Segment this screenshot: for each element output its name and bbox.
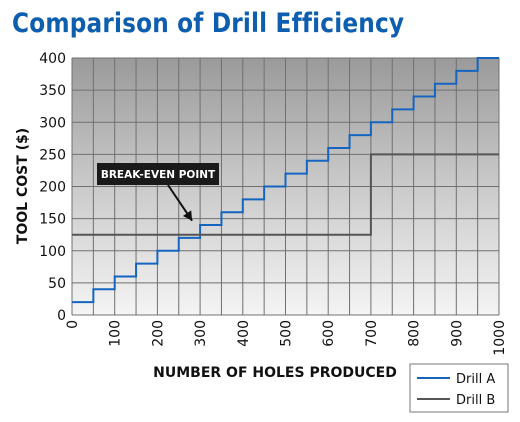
annotation-group: BREAK-EVEN POINT xyxy=(97,163,219,222)
x-axis-label: NUMBER OF HOLES PRODUCED xyxy=(153,365,397,381)
x-tick-label: 800 xyxy=(407,320,423,347)
y-tick-label: 350 xyxy=(39,83,66,99)
y-tick-label: 250 xyxy=(39,147,66,163)
chart-title: Comparison of Drill Efficiency xyxy=(12,8,405,39)
series-line-drill-a xyxy=(72,57,499,304)
annotation-label: BREAK-EVEN POINT xyxy=(101,169,216,181)
legend-label: Drill A xyxy=(456,372,495,387)
y-axis-label: TOOL COST ($) xyxy=(15,128,31,244)
series-line-drill-b xyxy=(72,153,499,236)
x-tick-label: 0 xyxy=(65,320,81,329)
y-tick-label: 300 xyxy=(39,115,66,131)
x-tick-label: 200 xyxy=(150,320,166,347)
y-tick-label: 200 xyxy=(39,180,66,196)
x-tick-label: 600 xyxy=(321,320,337,347)
x-tick-label: 100 xyxy=(108,320,124,347)
x-tick-label: 300 xyxy=(193,320,209,347)
annotation-arrowhead xyxy=(182,210,193,221)
grid xyxy=(71,57,500,316)
y-tick-label: 0 xyxy=(57,308,66,324)
axis-labels: NUMBER OF HOLES PRODUCED TOOL COST ($) xyxy=(15,128,397,381)
x-tick-label: 400 xyxy=(236,320,252,347)
annotation-box xyxy=(97,163,219,185)
y-tick-label: 50 xyxy=(48,276,66,292)
legend-label: Drill B xyxy=(456,393,495,408)
x-tick-label: 1000 xyxy=(492,320,508,356)
x-tick-label: 500 xyxy=(279,320,295,347)
y-tick-label: 100 xyxy=(39,244,66,260)
tick-labels: 0 50 100 150 200 250 300 350 400 0 100 200 300 400 500… xyxy=(39,51,508,356)
x-tick-label: 700 xyxy=(364,320,380,347)
y-tick-label: 150 xyxy=(39,212,66,228)
series-group xyxy=(72,57,499,304)
legend: Drill A Drill B xyxy=(409,363,509,413)
x-tick-label: 900 xyxy=(449,320,465,347)
y-tick-label: 400 xyxy=(39,51,66,67)
legend-box xyxy=(409,363,509,413)
